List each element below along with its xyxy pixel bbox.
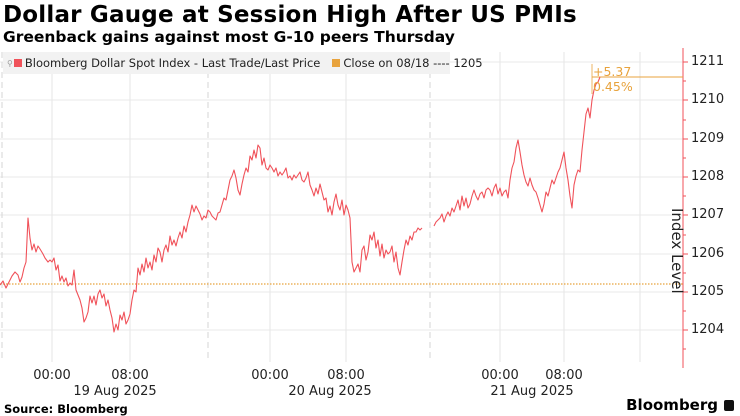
- day-separators: [1, 52, 431, 362]
- y-axis-line: [682, 48, 688, 368]
- legend-item-series[interactable]: ⚲ Bloomberg Dollar Spot Index - Last Tra…: [7, 56, 320, 70]
- y-tick-label: 1207: [691, 207, 725, 222]
- x-tick-label: 00:00: [33, 368, 71, 383]
- series-swatch-icon: [13, 59, 22, 67]
- x-tick-label: 00:00: [251, 368, 289, 383]
- legend-item-close[interactable]: Close on 08/18 ---- 1205: [332, 56, 483, 70]
- legend-close-label: Close on 08/18 ---- 1205: [343, 56, 483, 70]
- price-series-line: [0, 144, 423, 333]
- chart-legend: ⚲ Bloomberg Dollar Spot Index - Last Tra…: [3, 52, 483, 74]
- x-tick-label: 08:00: [111, 368, 149, 383]
- y-axis-title: Index Level: [668, 208, 686, 294]
- x-date-label: 20 Aug 2025: [288, 384, 372, 399]
- x-tick-label: 08:00: [327, 368, 365, 383]
- y-tick-label: 1206: [691, 246, 725, 261]
- change-annotation: +5.37: [593, 64, 632, 79]
- y-tick-label: 1209: [691, 131, 725, 146]
- horizontal-gridlines: [0, 61, 683, 331]
- legend-series-label: Bloomberg Dollar Spot Index - Last Trade…: [24, 56, 321, 70]
- y-tick-label: 1208: [691, 169, 725, 184]
- y-tick-label: 1211: [691, 54, 725, 69]
- x-date-label: 19 Aug 2025: [73, 384, 157, 399]
- x-tick-label: 08:00: [545, 368, 583, 383]
- percent-annotation: 0.45%: [593, 79, 633, 94]
- y-tick-label: 1210: [691, 92, 725, 107]
- pin-icon: ⚲: [7, 58, 13, 68]
- close-swatch-icon: [332, 59, 341, 67]
- x-tick-label: 00:00: [481, 368, 519, 383]
- source-note: Source: Bloomberg: [4, 402, 128, 416]
- bloomberg-terminal-icon: [724, 400, 734, 411]
- price-series-line-2: [433, 76, 601, 227]
- x-date-label: 21 Aug 2025: [490, 384, 574, 399]
- chart-subtitle: Greenback gains against most G-10 peers …: [3, 28, 455, 46]
- y-tick-label: 1205: [691, 284, 725, 299]
- brand-logo-text: Bloomberg: [626, 396, 718, 414]
- chart-title: Dollar Gauge at Session High After US PM…: [3, 2, 577, 28]
- y-tick-label: 1204: [691, 322, 725, 337]
